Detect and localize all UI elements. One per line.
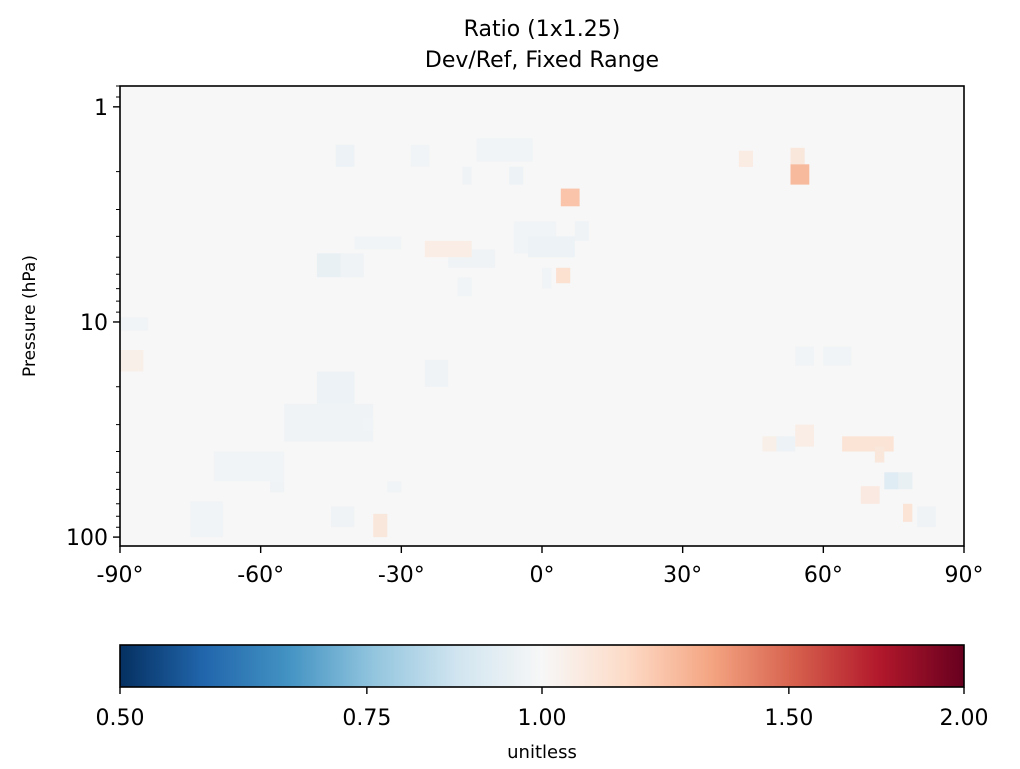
colorbar-tick-label: 0.50 (96, 706, 145, 731)
heatmap-cell (842, 436, 894, 452)
heatmap-cell (874, 446, 885, 463)
heatmap-cell (903, 503, 913, 522)
heatmap-cell (556, 267, 571, 284)
colorbar: 0.50 0.75 1.00 1.50 2.00 unitless (96, 644, 989, 763)
heatmap-cell (120, 317, 149, 331)
heatmap-cell (424, 359, 449, 387)
colorbar-ticks: 0.50 0.75 1.00 1.50 2.00 (96, 687, 989, 731)
heatmap-cell (527, 236, 575, 258)
heatmap-cell (776, 436, 796, 452)
x-axis: -90° -60° -30° 0° 30° 60° 90° (97, 546, 984, 588)
heatmap-cell (738, 150, 753, 167)
colorbar-tick-label: 0.75 (342, 706, 391, 731)
heatmap-cells (120, 138, 936, 538)
y-axis: 1 10 100 (66, 85, 120, 551)
heatmap-cell (270, 481, 285, 493)
y-tick-label: 10 (80, 311, 108, 336)
heatmap-cell (898, 472, 913, 490)
y-tick-label: 100 (66, 526, 108, 551)
heatmap-cell (284, 403, 374, 442)
heatmap-cell (476, 138, 533, 162)
heatmap-cell (917, 506, 936, 528)
x-tick-label: -60° (237, 563, 284, 588)
plot-area (119, 85, 965, 547)
x-tick-label: -30° (378, 563, 425, 588)
heatmap-cell (316, 371, 355, 404)
heatmap-cell (823, 346, 852, 366)
heatmap-cell (335, 144, 355, 167)
heatmap-cell (316, 253, 345, 278)
heatmap-cell (860, 486, 880, 504)
heatmap-cell (790, 147, 805, 165)
colorbar-tick-label: 1.50 (764, 706, 813, 731)
heatmap-cell (509, 166, 524, 185)
chart-subtitle: Dev/Ref, Fixed Range (425, 48, 659, 73)
heatmap-cell (795, 424, 814, 447)
heatmap-cell (331, 506, 355, 528)
heatmap-cell (462, 166, 472, 185)
heatmap-cell (424, 240, 472, 258)
heatmap-cell (340, 253, 364, 278)
colorbar-fill (120, 645, 964, 687)
heatmap-cell (363, 418, 374, 431)
x-tick-label: 60° (804, 563, 843, 588)
x-tick-label: -90° (97, 563, 144, 588)
colorbar-tick-label: 2.00 (940, 706, 989, 731)
heatmap-cell (213, 451, 285, 482)
x-tick-label: 0° (530, 563, 555, 588)
heatmap-cell (884, 472, 899, 490)
heatmap-cell (387, 481, 402, 493)
heatmap-cell (560, 188, 580, 207)
y-tick-label: 1 (94, 96, 108, 121)
heatmap-cell (354, 236, 402, 250)
heatmap-cell (795, 346, 814, 366)
heatmap-cell (790, 164, 810, 185)
colorbar-tick-label: 1.00 (518, 706, 567, 731)
x-tick-label: 30° (663, 563, 702, 588)
heatmap-cell (542, 267, 552, 289)
heatmap-cell (120, 350, 144, 372)
colorbar-label: unitless (507, 742, 577, 763)
heatmap-cell (373, 513, 388, 538)
heatmap-cell (574, 221, 589, 241)
heatmap-cell (410, 144, 430, 167)
heatmap-cell (457, 277, 472, 297)
x-tick-label: 90° (945, 563, 984, 588)
y-axis-label: Pressure (hPa) (20, 255, 40, 377)
heatmap-cell (190, 501, 224, 538)
chart-title: Ratio (1x1.25) (464, 17, 621, 42)
